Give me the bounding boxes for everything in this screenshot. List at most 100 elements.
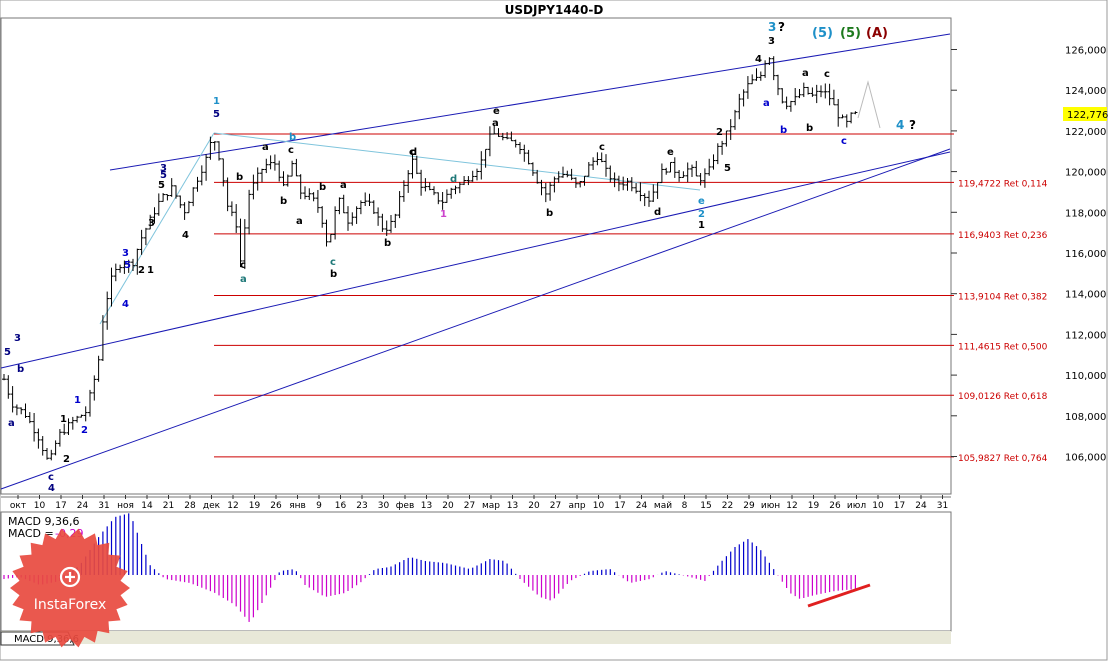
projection-path bbox=[857, 80, 881, 129]
time-tick-label: 26 bbox=[270, 501, 282, 511]
candle bbox=[341, 194, 346, 214]
candle bbox=[578, 180, 583, 188]
candles bbox=[2, 56, 858, 461]
price-tick-label: 108,000 bbox=[1065, 412, 1106, 423]
candle bbox=[53, 440, 58, 456]
time-tick-label: июл bbox=[847, 501, 866, 511]
candle bbox=[371, 200, 376, 215]
candle bbox=[750, 74, 755, 85]
wave-label: 1 bbox=[440, 209, 447, 220]
candle bbox=[513, 139, 518, 148]
candle bbox=[715, 143, 720, 165]
time-tick-label: 12 bbox=[786, 501, 797, 511]
wave-label: a bbox=[340, 180, 347, 191]
time-tick-label: 10 bbox=[593, 501, 605, 511]
time-tick-label: 17 bbox=[55, 501, 66, 511]
candle bbox=[758, 71, 763, 81]
candle bbox=[642, 193, 647, 207]
wave-label: c bbox=[410, 147, 416, 158]
time-tick-label: 27 bbox=[464, 501, 475, 511]
current-price-label: 122,776 bbox=[1067, 110, 1108, 121]
candle bbox=[470, 170, 475, 182]
wave-label: 1 bbox=[698, 220, 705, 231]
candle bbox=[561, 166, 565, 178]
wave-label: c bbox=[330, 257, 336, 268]
candle bbox=[694, 160, 699, 177]
time-tick-label: 21 bbox=[163, 501, 174, 511]
wave-label: e bbox=[667, 147, 674, 158]
wave-label: 4 bbox=[182, 230, 189, 241]
candle bbox=[685, 162, 690, 183]
candle bbox=[548, 181, 553, 201]
time-tick-label: 16 bbox=[335, 501, 347, 511]
candle bbox=[260, 168, 264, 183]
time-tick-label: 19 bbox=[808, 501, 820, 511]
candle bbox=[668, 161, 673, 173]
candle bbox=[234, 204, 239, 233]
candle bbox=[10, 386, 15, 413]
candle bbox=[612, 172, 617, 188]
fib-level-label: 116,9403 Ret 0,236 bbox=[958, 231, 1048, 241]
candle bbox=[449, 187, 454, 199]
candle bbox=[354, 206, 359, 224]
candle bbox=[733, 109, 737, 130]
candle bbox=[333, 206, 338, 240]
wave-label: d bbox=[410, 147, 417, 158]
candle bbox=[337, 197, 342, 215]
macd-bottom-strip bbox=[1, 631, 951, 644]
wave-label: d bbox=[450, 174, 457, 185]
time-tick-label: 22 bbox=[722, 501, 733, 511]
wave-label: 5 bbox=[160, 170, 167, 181]
time-tick-label: 17 bbox=[614, 501, 625, 511]
candle bbox=[457, 182, 462, 194]
macd-trend-line bbox=[807, 583, 871, 608]
candle bbox=[599, 152, 604, 163]
candle bbox=[139, 229, 144, 255]
time-tick-label: 31 bbox=[937, 501, 948, 511]
fib-level-label: 111,4615 Ret 0,500 bbox=[958, 342, 1048, 352]
wave-label: 1 bbox=[213, 96, 220, 107]
candle bbox=[487, 126, 492, 157]
candle bbox=[311, 192, 316, 202]
candle bbox=[208, 136, 213, 160]
candle bbox=[358, 200, 363, 215]
wave-label-right-question: ? bbox=[909, 118, 916, 132]
time-tick-label: 19 bbox=[249, 501, 261, 511]
wave-label: 2 bbox=[698, 209, 705, 220]
wave-label: 3 bbox=[160, 163, 167, 174]
candle bbox=[625, 178, 630, 191]
wave-label: c bbox=[409, 147, 415, 158]
time-tick-label: 13 bbox=[507, 501, 518, 511]
price-tick-label: 122,000 bbox=[1065, 127, 1106, 138]
time-tick-label: 31 bbox=[98, 501, 109, 511]
candle bbox=[75, 415, 80, 423]
candle bbox=[616, 175, 621, 192]
candle bbox=[724, 130, 729, 147]
candle bbox=[651, 184, 656, 202]
candle bbox=[242, 219, 247, 270]
wave-label: 3 bbox=[14, 333, 21, 344]
candle bbox=[586, 162, 591, 177]
time-tick-label: 10 bbox=[34, 501, 46, 511]
wave-label: e bbox=[698, 196, 705, 207]
time-tick-label: 17 bbox=[894, 501, 905, 511]
wave-label: a bbox=[8, 418, 15, 429]
price-tick-label: 114,000 bbox=[1065, 290, 1106, 301]
time-tick-label: 30 bbox=[378, 501, 390, 511]
candle bbox=[573, 177, 578, 188]
candle bbox=[462, 176, 467, 186]
candle bbox=[849, 112, 854, 124]
wave-label: 1 bbox=[60, 414, 67, 425]
time-axis: окт 10 17 24 31 ноя 14 21 28 дек 12 19 26 янв 9 16 23 30 ф… bbox=[10, 495, 948, 511]
wave-label: a bbox=[296, 216, 303, 227]
candle bbox=[492, 125, 497, 135]
time-tick-label: 9 bbox=[316, 501, 322, 511]
wave-label: 4 bbox=[755, 54, 762, 65]
candle bbox=[432, 186, 436, 196]
wave-label: 2 bbox=[81, 425, 88, 436]
candle bbox=[401, 180, 406, 202]
wave-label-top-question: ? bbox=[778, 20, 785, 34]
candle bbox=[780, 88, 785, 104]
candle bbox=[212, 141, 217, 151]
candle bbox=[788, 100, 793, 112]
